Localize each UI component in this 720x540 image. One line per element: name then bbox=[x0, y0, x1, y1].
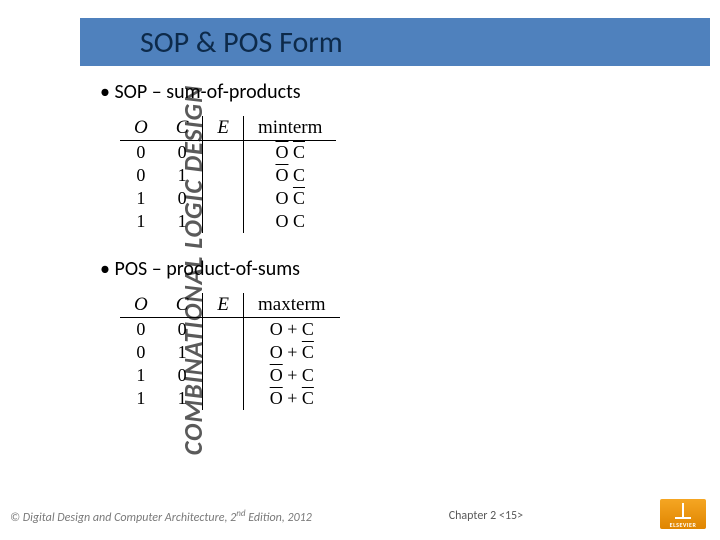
main-content: SOP – sum-of-products OCEminterm00O C01O… bbox=[90, 80, 700, 434]
page-title: SOP & POS Form bbox=[140, 24, 343, 61]
table-row: 10O C bbox=[120, 187, 336, 210]
table-row: 11O C bbox=[120, 210, 336, 233]
sop-bullet: SOP – sum-of-products bbox=[90, 80, 700, 104]
table-row: 00O + C bbox=[120, 318, 340, 342]
table-row: 01O + C bbox=[120, 341, 340, 364]
sop-table: OCEminterm00O C01O C10O C11O C bbox=[120, 116, 700, 233]
table-row: 00O C bbox=[120, 141, 336, 165]
copyright: © Digital Design and Computer Architectu… bbox=[10, 508, 312, 525]
publisher-logo: ELSEVIER bbox=[660, 499, 710, 533]
footer: © Digital Design and Computer Architectu… bbox=[10, 498, 710, 534]
table-row: 11O + C bbox=[120, 387, 340, 410]
chapter-label: Chapter 2 <15> bbox=[312, 509, 660, 523]
pos-bullet: POS – product-of-sums bbox=[90, 257, 700, 281]
title-bar: SOP & POS Form bbox=[80, 18, 710, 66]
table-row: 01O C bbox=[120, 164, 336, 187]
pos-table: OCEmaxterm00O + C01O + C10O + C11O + C bbox=[120, 293, 700, 410]
table-row: 10O + C bbox=[120, 364, 340, 387]
